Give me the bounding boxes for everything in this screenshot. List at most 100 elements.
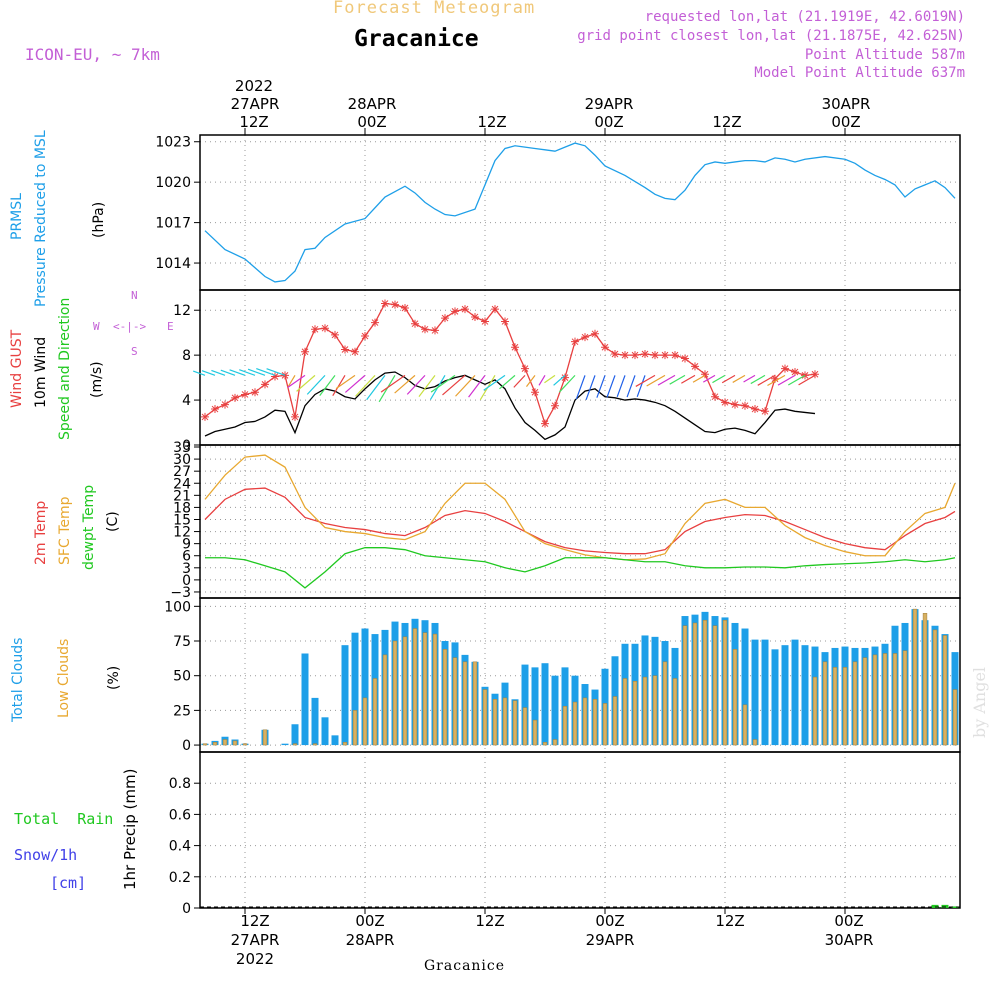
bottom-time-30apr-00z: 00Z bbox=[834, 912, 864, 930]
wind-arrow-12 bbox=[306, 374, 326, 395]
wind-arrow-56 bbox=[750, 374, 766, 385]
gust-marker-37 bbox=[571, 337, 579, 346]
pressure-ytick-label-3: 1023 bbox=[155, 135, 191, 151]
bottom-time-29apr-00z: 00Z bbox=[595, 912, 625, 930]
wind-arrow-58 bbox=[767, 374, 786, 387]
pressure-ytick-label-0: 1014 bbox=[155, 256, 191, 272]
precip-label-snow: Snow/1h bbox=[14, 846, 78, 864]
gust-marker-20 bbox=[401, 303, 409, 312]
temperature-ytick-label-12: 33 bbox=[173, 440, 191, 456]
wind-arrow-15 bbox=[335, 374, 356, 390]
clouds-bar-1-34 bbox=[542, 742, 548, 746]
precip-ytick-label-1: 0.2 bbox=[169, 870, 191, 886]
wind-arrow-6 bbox=[247, 368, 266, 376]
gust-marker-51 bbox=[711, 392, 719, 401]
temperature-ytick-label-1: 0 bbox=[182, 573, 191, 589]
clouds-bar-0-14 bbox=[341, 645, 349, 746]
gust-marker-11 bbox=[311, 325, 319, 334]
gust-marker-46 bbox=[661, 351, 669, 360]
compass-n: N bbox=[131, 289, 138, 302]
requested-coords: requested lon,lat (21.1919E, 42.6019N) bbox=[644, 9, 965, 25]
wind-arrow-17 bbox=[355, 374, 376, 397]
wind-arrow-4 bbox=[229, 369, 246, 376]
clouds-bar-1-36 bbox=[562, 705, 568, 746]
clouds-bar-1-19 bbox=[392, 640, 398, 746]
gust-marker-47 bbox=[671, 351, 679, 360]
gust-marker-21 bbox=[411, 319, 419, 328]
gust-marker-61 bbox=[811, 370, 819, 379]
bottom-time-29apr-12z: 12Z bbox=[715, 912, 745, 930]
clouds-ytick-label-4: 100 bbox=[164, 599, 191, 615]
wind-arrow-44 bbox=[636, 375, 646, 397]
gust-marker-36 bbox=[561, 373, 569, 382]
gust-marker-6 bbox=[261, 380, 269, 389]
gust-marker-55 bbox=[751, 405, 759, 414]
clouds-bar-1-40 bbox=[602, 703, 608, 746]
wind-arrow-25 bbox=[430, 374, 456, 393]
clouds-bar-1-3 bbox=[232, 740, 238, 746]
temperature-ytick-label-9: 24 bbox=[173, 476, 191, 492]
gust-marker-57 bbox=[771, 374, 779, 383]
clouds-bar-1-75 bbox=[952, 689, 958, 746]
top-time-27apr-12z: 12Z bbox=[239, 113, 269, 131]
gust-marker-18 bbox=[381, 299, 389, 308]
clouds-bar-0-57 bbox=[771, 649, 779, 746]
wind-arrow-49 bbox=[681, 374, 696, 384]
top-time-29apr-00z: 00Z bbox=[594, 113, 624, 131]
clouds-bar-1-45 bbox=[652, 675, 658, 746]
top-date-30apr: 30APR bbox=[821, 95, 871, 113]
pressure-ytick-label-2: 1020 bbox=[155, 175, 191, 191]
compass-arrow: <-|-> bbox=[113, 320, 147, 333]
compass-e: E bbox=[167, 320, 174, 333]
clouds-bar-0-8 bbox=[281, 743, 289, 746]
clouds-bar-1-1 bbox=[212, 742, 218, 746]
clouds-ytick-label-3: 75 bbox=[173, 634, 191, 650]
clouds-ytick-label-0: 0 bbox=[182, 738, 191, 754]
wind-arrow-48 bbox=[669, 374, 686, 385]
clouds-bar-1-46 bbox=[662, 661, 668, 746]
clouds-bar-1-52 bbox=[722, 619, 728, 746]
wind-arrow-26 bbox=[442, 374, 466, 396]
wind-arrow-13 bbox=[319, 375, 336, 396]
wind-arrow-2 bbox=[211, 369, 226, 376]
wind-arrow-34 bbox=[538, 375, 546, 386]
top-year-label: 2022 bbox=[234, 77, 274, 95]
clouds-bar-0-11 bbox=[311, 697, 319, 746]
model-name: ICON-EU, ~ 7km bbox=[25, 45, 160, 64]
wind-arrow-3 bbox=[220, 369, 236, 376]
clouds-bar-0-32 bbox=[521, 664, 529, 746]
wind-arrow-8 bbox=[266, 368, 286, 376]
clouds-bar-1-9 bbox=[292, 743, 298, 746]
gust-marker-31 bbox=[511, 343, 519, 352]
clouds-bar-1-6 bbox=[262, 729, 268, 746]
clouds-bar-0-15 bbox=[351, 632, 359, 746]
bottom-time-27apr-12z: 12Z bbox=[240, 912, 270, 930]
wind-arrow-1 bbox=[201, 370, 216, 376]
gust-marker-16 bbox=[361, 332, 369, 341]
precip-label-rain: Total Rain bbox=[14, 810, 114, 828]
gust-marker-53 bbox=[731, 400, 739, 409]
precip-bar-0-0 bbox=[931, 904, 939, 908]
wind-series-1 bbox=[204, 371, 816, 441]
clouds-bar-1-53 bbox=[732, 649, 738, 746]
clouds-bar-1-31 bbox=[512, 700, 518, 746]
temperature-ytick-label-0: −3 bbox=[170, 585, 191, 601]
wind-arrow-7 bbox=[256, 367, 276, 376]
clouds-bar-1-14 bbox=[342, 742, 348, 746]
pressure-frame bbox=[199, 134, 961, 291]
compass-s: S bbox=[131, 345, 138, 358]
wind-arrow-41 bbox=[606, 375, 616, 398]
clouds-bar-1-35 bbox=[552, 739, 558, 746]
precip-ytick-label-3: 0.6 bbox=[169, 807, 191, 823]
precip-ytick-label-2: 0.4 bbox=[169, 839, 191, 855]
temperature-ytick-label-2: 3 bbox=[182, 561, 191, 577]
wind-ytick-label-2: 8 bbox=[182, 348, 191, 364]
clouds-bar-1-29 bbox=[492, 699, 498, 746]
clouds-bar-1-61 bbox=[812, 676, 818, 746]
temperature-ytick-label-6: 15 bbox=[173, 512, 191, 528]
temperature-ytick-label-11: 30 bbox=[173, 452, 191, 468]
gust-marker-13 bbox=[331, 330, 339, 339]
wind-arrow-61 bbox=[798, 374, 816, 386]
gust-marker-28 bbox=[481, 317, 489, 326]
clouds-bar-1-48 bbox=[682, 625, 688, 746]
